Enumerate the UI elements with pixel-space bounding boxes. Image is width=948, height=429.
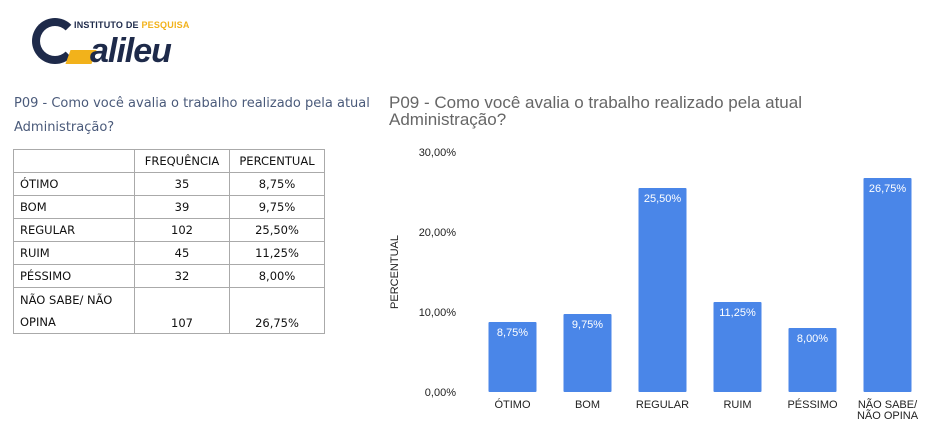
logo-ring-icon [32,18,78,64]
table-row: ÓTIMO 35 8,75% [13,172,325,196]
row-frequency: 107 [134,287,230,334]
row-label: RUIM [13,241,135,265]
y-tick-label: 20,00% [419,227,457,239]
bar [488,322,537,392]
x-tick-label: ÓTIMO [494,398,530,411]
table-row: PÉSSIMO 32 8,00% [13,264,325,288]
question-line2: Administração? [14,120,115,135]
table-row: BOM 39 9,75% [13,195,325,219]
data-label: 26,75% [869,183,907,195]
x-tick-label: REGULAR [636,399,689,411]
row-frequency: 39 [134,195,230,219]
x-tick-label: PÉSSIMO [787,398,838,411]
table-header-percentage: PERCENTUAL [229,149,325,173]
row-frequency: 102 [134,218,230,242]
row-frequency: 45 [134,241,230,265]
row-percentage: 8,00% [229,264,325,288]
row-label: NÃO SABE/ NÃO OPINA [13,287,135,334]
y-tick-label: 10,00% [419,307,457,319]
chart-title-line1: P09 - Como você avalia o trabalho realiz… [389,93,802,112]
x-tick-label: BOM [575,399,600,411]
bar-chart: 0,00% 10,00% 20,00% 30,00% PERCENTUAL 8,75% ÓT… [389,147,919,422]
table-row: RUIM 45 11,25% [13,241,325,265]
logo-tagline: INSTITUTO DE PESQUISA [74,20,190,30]
bar [638,188,687,392]
row-percentage: 25,50% [229,218,325,242]
table-header-row: FREQUÊNCIA PERCENTUAL [13,149,325,173]
x-tick-label: RUIM [723,399,751,411]
question-line1: P09 - Como você avalia o trabalho realiz… [14,96,370,111]
question-text: P09 - Como você avalia o trabalho realiz… [14,92,374,140]
table-row: NÃO SABE/ NÃO OPINA 107 26,75% [13,287,325,334]
row-percentage: 11,25% [229,241,325,265]
row-frequency: 32 [134,264,230,288]
data-label: 8,00% [797,333,828,345]
y-axis-label: PERCENTUAL [389,235,401,309]
x-tick-label: NÃO SABE/ [858,398,918,411]
data-label: 25,50% [644,193,682,205]
row-label: BOM [13,195,135,219]
row-label: REGULAR [13,218,135,242]
row-frequency: 35 [134,172,230,196]
data-label: 8,75% [497,327,528,339]
row-label: PÉSSIMO [13,264,135,288]
table-header-frequency: FREQUÊNCIA [134,149,230,173]
row-label: ÓTIMO [13,172,135,196]
chart-title: P09 - Como você avalia o trabalho realiz… [389,94,909,128]
chart-title-line2: Administração? [389,110,507,129]
bar [788,328,837,392]
table-header-blank [13,149,135,173]
y-tick-label: 30,00% [419,147,457,159]
bar [563,314,612,392]
logo: INSTITUTO DE PESQUISA alileu [32,12,222,74]
table-row: REGULAR 102 25,50% [13,218,325,242]
data-label: 11,25% [719,307,756,319]
y-tick-label: 0,00% [425,387,456,399]
bar [863,178,912,392]
bar [713,302,762,392]
row-percentage: 26,75% [229,287,325,334]
logo-wordmark: alileu [90,32,172,70]
x-tick-label: NÃO OPINA [857,409,919,422]
row-percentage: 8,75% [229,172,325,196]
data-label: 9,75% [572,319,603,331]
frequency-table: FREQUÊNCIA PERCENTUAL ÓTIMO 35 8,75% BOM… [13,149,325,334]
row-percentage: 9,75% [229,195,325,219]
